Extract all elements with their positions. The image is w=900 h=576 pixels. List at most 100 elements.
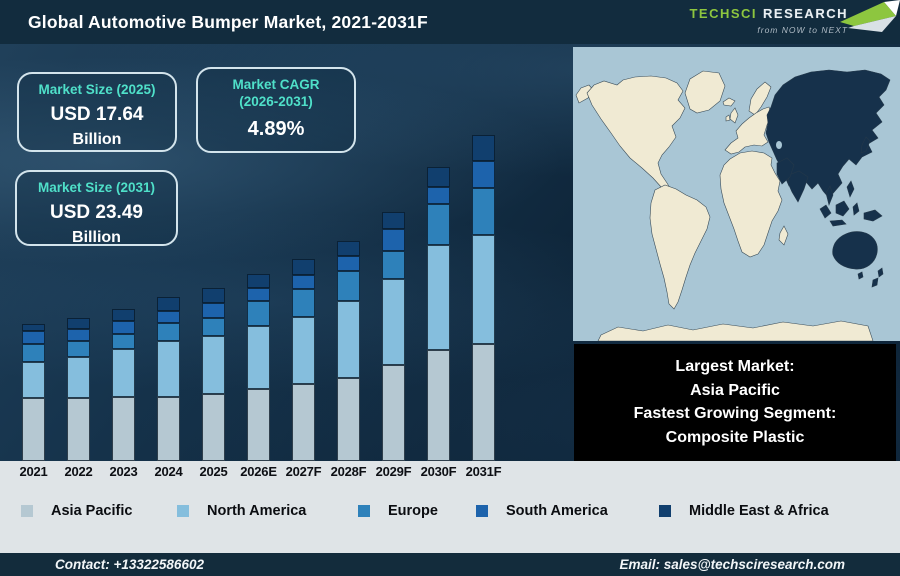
bar-segment [112, 334, 135, 349]
stacked-bar-chart [0, 44, 562, 461]
map-caspian-sea [776, 141, 782, 149]
map-sumatra-highlight [819, 204, 832, 219]
map-greenland [684, 70, 726, 114]
bar-segment [157, 297, 180, 311]
bar-segment [247, 326, 270, 389]
bar-segment [202, 336, 225, 394]
x-axis-label: 2029F [375, 464, 412, 479]
bar-segment [472, 188, 495, 235]
map-iceland [722, 97, 736, 107]
legend-label: South America [506, 503, 608, 519]
callout-line: Fastest Growing Segment: [633, 405, 837, 422]
bar-2021 [22, 324, 45, 461]
bar-segment [382, 212, 405, 229]
x-axis-labels: 2021 2022 2023 2024 2025 2026E 2027F 2028F 2029F… [0, 461, 562, 481]
legend-item: Middle East & Africa [659, 503, 829, 519]
map-ireland [725, 114, 731, 122]
brand-tagline: from NOW to NEXT [757, 25, 848, 35]
x-axis-label: 2022 [64, 464, 93, 479]
bar-segment [472, 135, 495, 161]
bar-segment [202, 394, 225, 461]
map-new-zealand-highlight [871, 267, 884, 288]
bar-2027F [292, 259, 315, 461]
bar-segment [337, 241, 360, 256]
bar-segment [157, 341, 180, 397]
map-antarctica [597, 320, 874, 341]
bar-segment [472, 161, 495, 188]
bar-segment [337, 271, 360, 301]
bar-segment [382, 279, 405, 365]
legend-label: North America [207, 503, 307, 519]
bar-segment [202, 288, 225, 303]
chart-canvas: Market Size (2025) USD 17.64 Billion Mar… [0, 44, 900, 461]
bar-2022 [67, 318, 90, 461]
callout-line: Composite Plastic [665, 428, 805, 446]
bar-segment [292, 275, 315, 289]
x-axis-label: 2027F [285, 464, 322, 479]
x-axis-label: 2021 [19, 464, 48, 479]
map-arabia-highlight [776, 157, 795, 185]
stat-value: 4.89% [247, 118, 305, 140]
legend-swatch-icon [659, 505, 671, 517]
bar-segment [112, 321, 135, 334]
bar-segment [382, 251, 405, 279]
bar-segment [427, 350, 450, 461]
stat-label: Market Size (2031) [37, 180, 156, 195]
bar-segment [382, 365, 405, 461]
legend-item: North America [177, 503, 306, 519]
bar-segment [472, 344, 495, 461]
legend-label: Middle East & Africa [689, 503, 829, 519]
bar-segment [337, 378, 360, 461]
legend-label: Asia Pacific [51, 503, 133, 519]
x-axis-label: 2028F [330, 464, 367, 479]
brand-logo: TechSci Research from NOW to NEXT [689, 0, 900, 44]
bar-segment [337, 301, 360, 378]
bar-segment [472, 235, 495, 344]
bar-2026E [247, 274, 270, 461]
stat-label: (2026-2031) [239, 94, 313, 109]
stat-unit: Billion [72, 131, 122, 148]
map-malay-highlight [825, 185, 834, 206]
bar-segment [112, 397, 135, 461]
x-axis-label: 2023 [109, 464, 138, 479]
x-axis-label: 2031F [465, 464, 502, 479]
callout-line: Largest Market: [675, 358, 795, 375]
bar-segment [427, 245, 450, 350]
map-java-highlight [829, 219, 847, 227]
legend-item: South America [476, 503, 608, 519]
callout-box: Largest Market: Asia Pacific Fastest Gro… [574, 344, 896, 461]
brand-name-secondary: Research [763, 6, 848, 21]
map-sulawesi-highlight [852, 202, 860, 216]
bar-segment [292, 317, 315, 384]
stat-unit: Billion [72, 229, 121, 246]
bar-segment [67, 329, 90, 341]
map-new-guinea-highlight [863, 209, 883, 222]
map-australia-highlight [832, 231, 878, 270]
map-africa [719, 150, 783, 258]
x-axis-label: 2024 [154, 464, 183, 479]
bar-segment [22, 344, 45, 362]
x-axis-label: 2025 [199, 464, 228, 479]
bar-2030F [427, 167, 450, 461]
brand-logo-text: TechSci Research from NOW to NEXT [689, 6, 848, 35]
bar-segment [22, 362, 45, 398]
footer: Contact: +13322586602 Email: sales@techs… [0, 553, 900, 576]
bar-segment [427, 187, 450, 204]
map-north-america [586, 75, 686, 197]
footer-email: Email: sales@techsciresearch.com [619, 557, 845, 572]
bar-segment [67, 341, 90, 357]
page-title: Global Automotive Bumper Market, 2021-20… [28, 11, 428, 32]
map-alaska [575, 84, 595, 104]
bar-segment [112, 349, 135, 397]
map-tasmania-highlight [857, 271, 864, 280]
brand-name-primary: TechSci [689, 6, 758, 21]
stat-label: Market CAGR [232, 77, 320, 92]
bar-segment [157, 397, 180, 461]
axis-and-legend-strip: 2021 2022 2023 2024 2025 2026E 2027F 2028F 2029F… [0, 461, 900, 553]
map-india-highlight [787, 170, 809, 203]
header: Global Automotive Bumper Market, 2021-20… [0, 0, 900, 44]
stat-box-market-size-2025: Market Size (2025) USD 17.64 Billion [17, 72, 177, 152]
bar-segment [292, 384, 315, 461]
bar-segment [427, 204, 450, 245]
